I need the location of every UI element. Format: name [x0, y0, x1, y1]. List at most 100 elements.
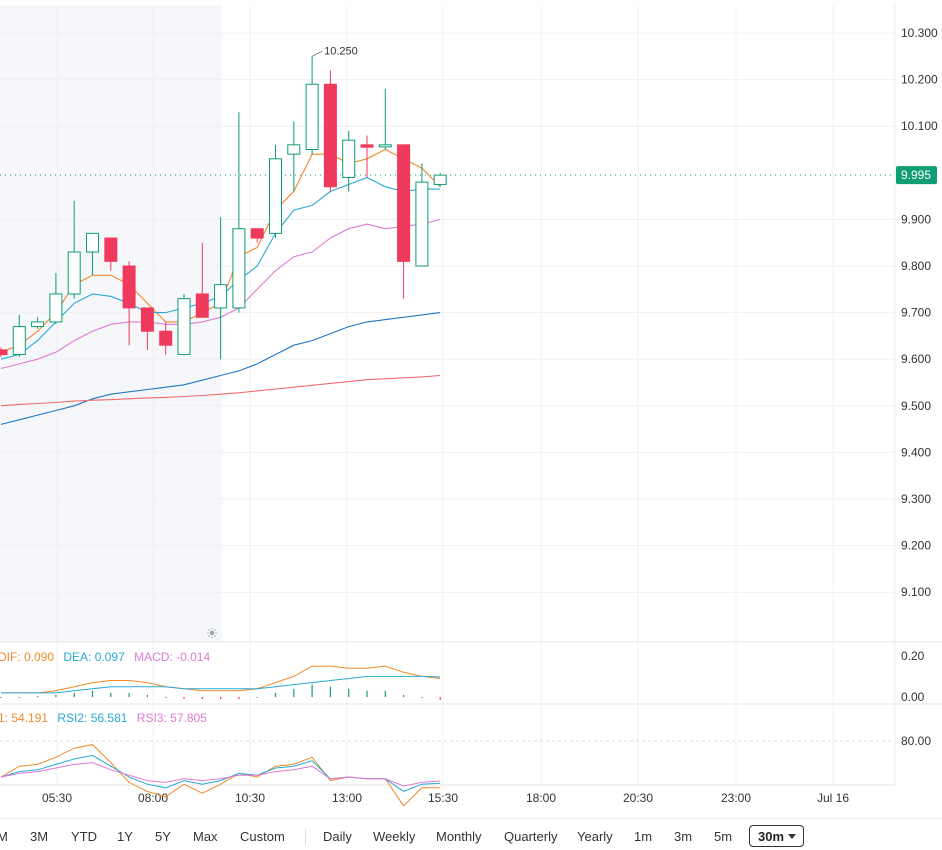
toolbar-divider	[305, 829, 306, 845]
price-tick-label: 10.100	[901, 119, 938, 133]
candle-body	[232, 228, 246, 309]
candle	[433, 172, 447, 187]
sun-icon	[207, 628, 217, 638]
timeframe-ytd[interactable]: YTD	[71, 829, 97, 844]
period-monthly[interactable]: Monthly	[436, 829, 482, 844]
candle-body	[397, 144, 411, 262]
candle	[415, 163, 429, 267]
candle-body	[378, 144, 392, 148]
price-tick-label: 9.600	[901, 352, 931, 366]
macd-dea-line	[1, 675, 441, 694]
time-tick-label: 13:00	[332, 791, 362, 805]
candle	[49, 272, 63, 325]
candle	[140, 307, 154, 350]
candle	[214, 217, 228, 360]
high-marker-leader	[311, 50, 323, 57]
candle-body	[195, 293, 209, 318]
candle	[287, 121, 301, 192]
timeframe-max[interactable]: Max	[193, 829, 218, 844]
period-daily[interactable]: Daily	[323, 829, 352, 844]
rsi1-label: 1: 54.191	[0, 711, 49, 725]
sun-ray	[214, 629, 216, 631]
price-tick-label: 9.800	[901, 259, 931, 273]
candle	[269, 144, 282, 239]
price-tick-label: 9.300	[901, 492, 931, 506]
macd-dif-line	[1, 665, 441, 694]
price-tick-label: 10.200	[901, 73, 938, 87]
interval-3m[interactable]: 3m	[674, 829, 693, 844]
candle-body	[305, 83, 319, 150]
chart-canvas[interactable]: 10.300 10.200 10.100 9.900 9.800 9.700 9.600 9.…	[0, 0, 942, 818]
candle-body	[0, 349, 8, 356]
time-tick-label: 08:00	[138, 791, 168, 805]
candle-body	[67, 251, 81, 295]
last-price-tag	[896, 166, 937, 185]
candle-body	[140, 307, 154, 332]
candle	[378, 88, 392, 150]
candle	[159, 321, 173, 355]
candle	[360, 135, 374, 178]
moving-average-line	[0, 374, 441, 407]
candle	[195, 242, 209, 318]
rsi2-label: RSI2: 56.581	[57, 711, 128, 725]
period-weekly[interactable]: Weekly	[373, 829, 416, 844]
period-quarterly[interactable]: Quarterly	[504, 829, 558, 844]
high-marker-label: 10.250	[324, 45, 358, 57]
candle	[67, 200, 81, 299]
last-price-tag-label: 9.995	[901, 168, 931, 182]
candle-body	[104, 237, 118, 262]
price-tick-label: 9.400	[901, 445, 931, 459]
timeframe-custom[interactable]: Custom	[240, 829, 285, 844]
macd-value-label: MACD: -0.014	[134, 650, 211, 664]
candle-body	[269, 158, 282, 234]
timeframe-1y[interactable]: 1Y	[117, 829, 133, 844]
candle	[177, 293, 191, 356]
candle-body	[323, 83, 337, 188]
candle	[12, 314, 26, 357]
interval-1m[interactable]: 1m	[634, 829, 653, 844]
timeframe-3m[interactable]: 3M	[30, 829, 49, 844]
time-tick-label: 18:00	[526, 791, 556, 805]
candle-body	[31, 321, 45, 328]
macd-dea-label: DEA: 0.097	[63, 650, 125, 664]
candle-body	[159, 330, 173, 346]
time-tick-label: 23:00	[721, 791, 751, 805]
price-tick-label: 9.900	[901, 212, 931, 226]
interval-30m-dropdown[interactable]: 30m	[749, 825, 804, 847]
sun-core	[209, 630, 215, 636]
candle	[0, 347, 8, 357]
candle-body	[342, 139, 356, 178]
candle-body	[433, 174, 447, 185]
rsi3-label: RSI3: 57.805	[136, 711, 207, 725]
time-tick-label: 20:30	[623, 791, 653, 805]
price-tick-label: 9.500	[901, 399, 931, 413]
candle-body	[360, 144, 374, 148]
rsi2-line	[0, 754, 441, 792]
rsi3-line	[0, 762, 441, 787]
time-tick-label: Jul 16	[817, 791, 849, 805]
time-tick-label: 05:30	[42, 791, 72, 805]
period-yearly[interactable]: Yearly	[577, 829, 613, 844]
candle	[305, 56, 319, 155]
chevron-down-icon	[788, 834, 796, 839]
candle-body	[86, 232, 99, 253]
candle	[232, 112, 246, 313]
candle-body	[122, 265, 136, 309]
macd-dif-label: DIF: 0.090	[0, 650, 55, 664]
candle-body	[250, 228, 264, 239]
candle	[250, 228, 264, 243]
candle-body	[49, 293, 63, 323]
price-tick-label: 9.200	[901, 539, 931, 553]
timeframe-m[interactable]: M	[0, 829, 8, 844]
time-tick-label: 15:30	[428, 791, 458, 805]
candle-body	[12, 326, 26, 356]
price-tick-label: 10.300	[901, 26, 938, 40]
macd-legend: DIF: 0.090 DEA: 0.097 MACD: -0.014	[0, 650, 216, 664]
candle	[86, 232, 99, 276]
rsi-tick-label: 80.00	[901, 734, 931, 748]
rsi-legend: 1: 54.191 RSI2: 56.581 RSI3: 57.805	[0, 711, 213, 725]
timeframe-5y[interactable]: 5Y	[155, 829, 171, 844]
timeframe-toolbar: M 3M YTD 1Y 5Y Max Custom Daily Weekly M…	[0, 818, 942, 850]
sun-ray	[208, 635, 210, 637]
interval-5m[interactable]: 5m	[714, 829, 733, 844]
